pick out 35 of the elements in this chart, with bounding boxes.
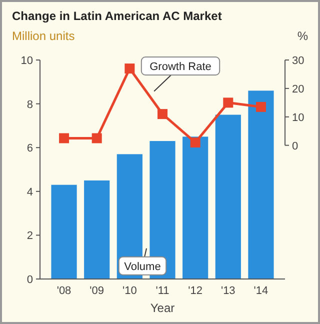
chart-title: Change in Latin American AC Market xyxy=(12,9,222,23)
bar xyxy=(248,90,274,279)
x-tick-label: '10 xyxy=(122,285,137,297)
y-tick-label: 4 xyxy=(26,186,33,198)
x-tick-label: '09 xyxy=(90,285,104,297)
point xyxy=(92,133,102,144)
y2-tick-label: 10 xyxy=(292,112,304,124)
x-tick-label: '11 xyxy=(156,285,170,297)
y-tick-label: 8 xyxy=(26,98,33,111)
series-label: Growth Rate xyxy=(150,61,212,73)
point xyxy=(190,137,200,148)
point xyxy=(223,98,234,108)
x-tick-label: '12 xyxy=(188,285,202,297)
point xyxy=(124,64,135,74)
x-tick-label: '08 xyxy=(56,285,72,297)
bar xyxy=(182,136,208,279)
y-tick-label: 2 xyxy=(26,230,33,242)
x-axis-title: Year xyxy=(150,301,175,315)
y-tick-label: 0 xyxy=(26,274,33,286)
bar xyxy=(84,180,110,279)
y-tick-label: 10 xyxy=(20,55,33,67)
x-tick-label: '14 xyxy=(254,285,268,297)
y2-tick-label: 30 xyxy=(292,55,304,67)
y2-axis-title: % xyxy=(297,29,308,43)
y2-tick-label: 0 xyxy=(292,140,298,152)
bar xyxy=(215,114,241,279)
x-tick-label: '13 xyxy=(220,285,236,297)
point xyxy=(158,109,168,120)
series-label: Volume xyxy=(124,260,161,273)
bar xyxy=(51,184,77,279)
point xyxy=(256,102,266,112)
y-tick-label: 6 xyxy=(26,142,33,155)
point xyxy=(59,133,70,144)
y2-tick-label: 20 xyxy=(292,83,304,96)
y-axis-title: Million units xyxy=(12,29,75,43)
